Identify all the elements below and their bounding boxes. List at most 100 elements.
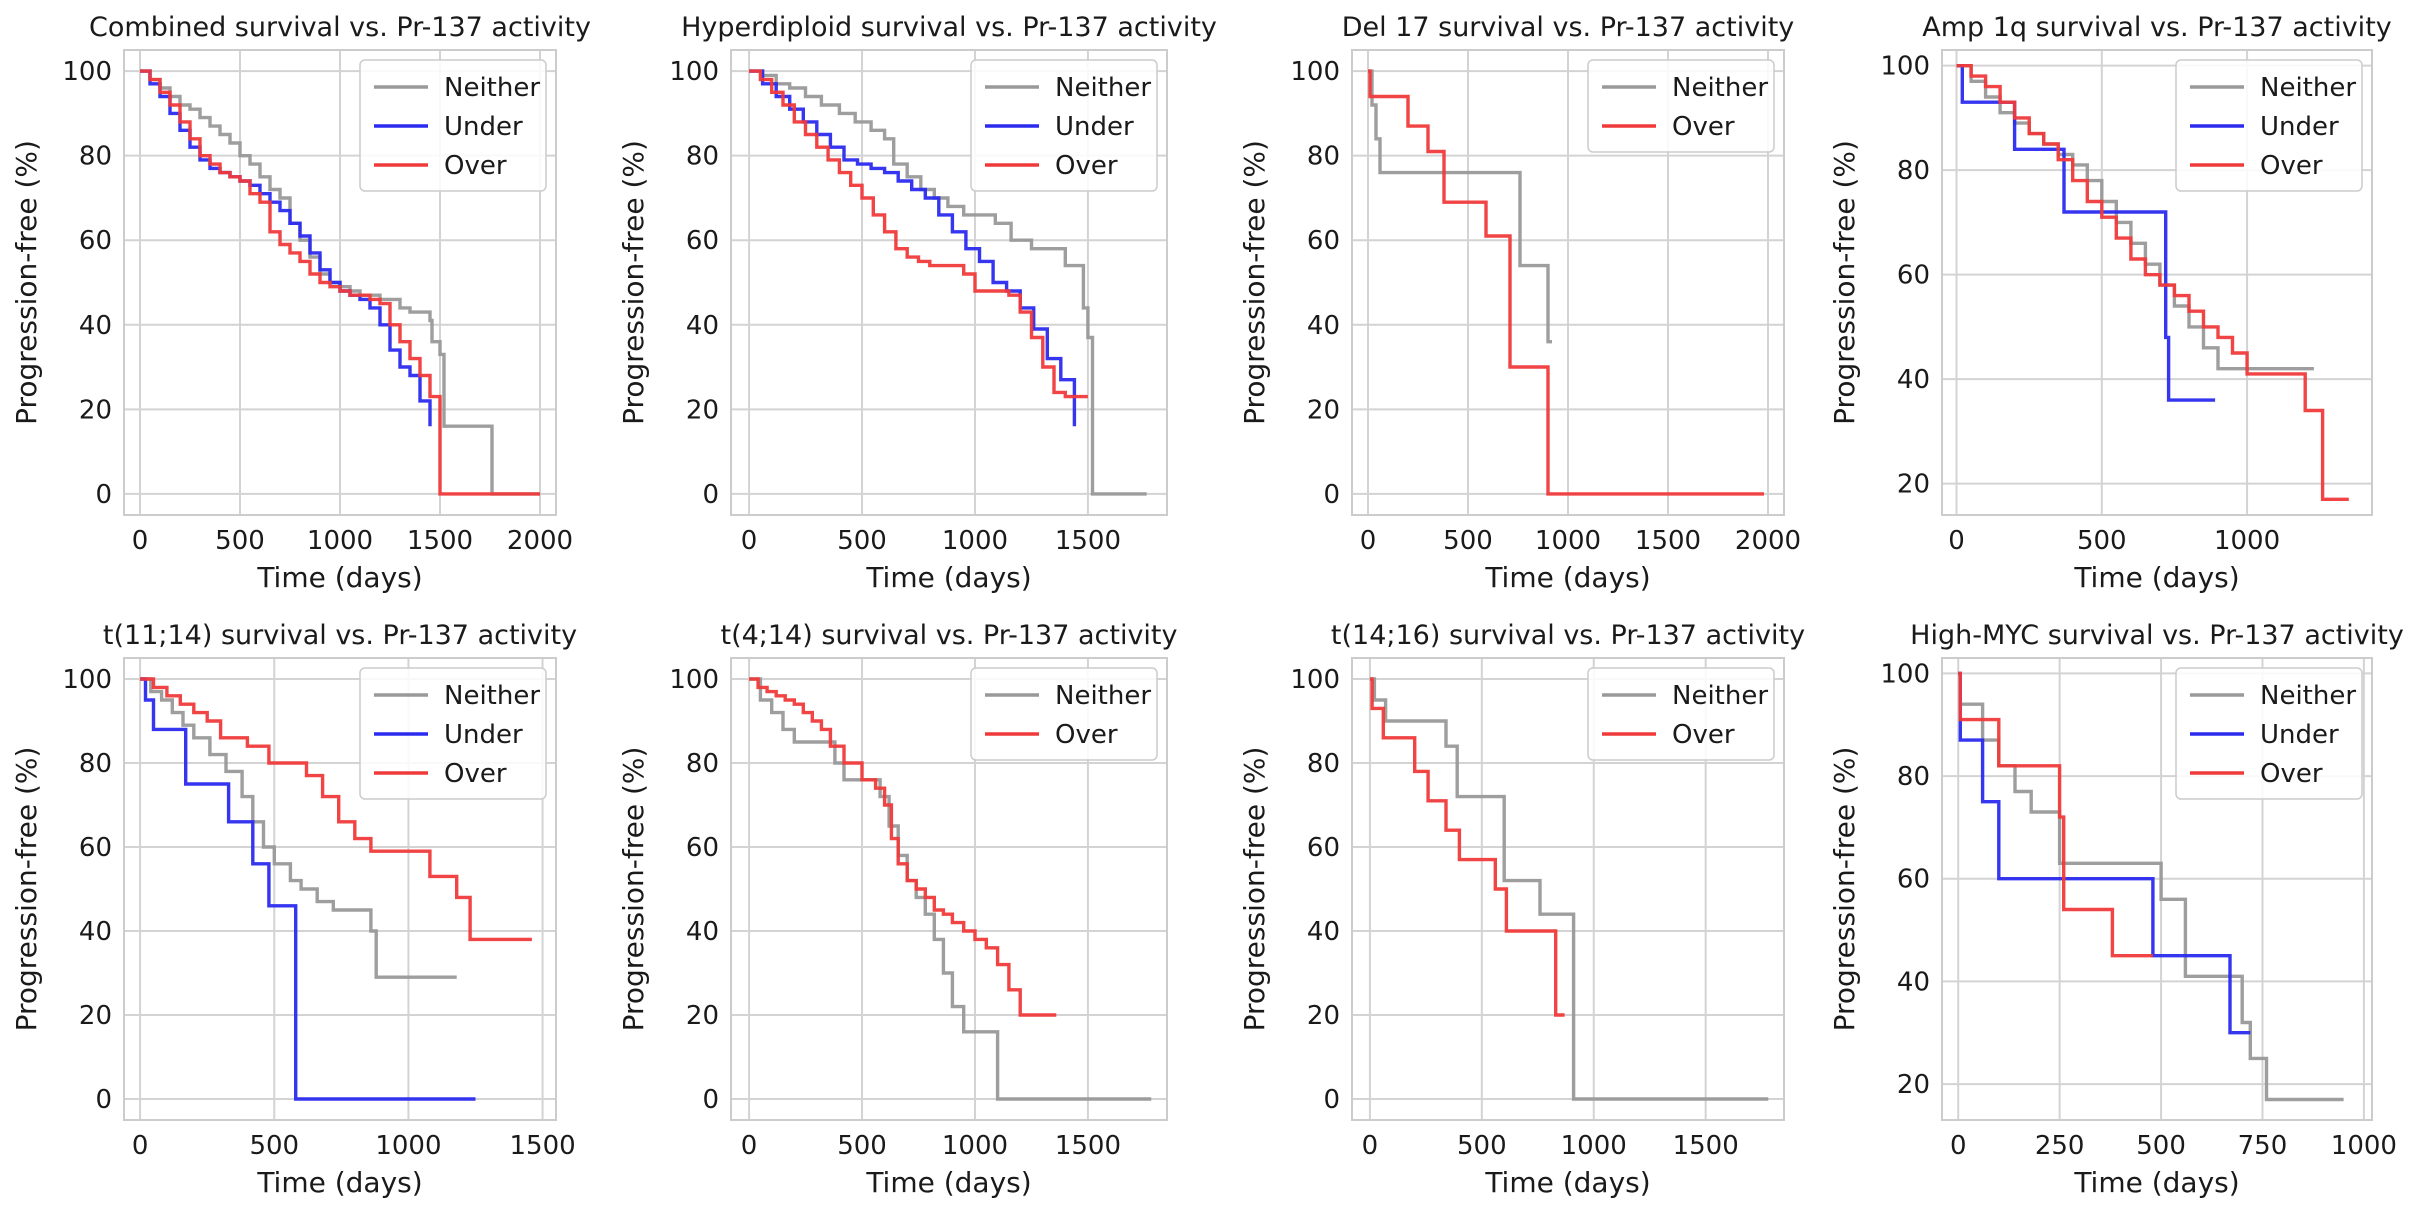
legend-box <box>970 59 1158 192</box>
y-tick-label: 80 <box>1307 142 1340 172</box>
x-tick-label: 1500 <box>1055 1131 1121 1161</box>
chart-panel-2: 0 500 1000 1500 0 20 40 60 80 100 Hyperdiploid sur… <box>617 12 1217 594</box>
y-tick-label: 80 <box>1897 762 1930 792</box>
legend-label: Under <box>2260 112 2339 142</box>
series-line-over <box>1369 677 1565 1017</box>
series-line-over <box>1958 671 2153 958</box>
x-tick-label: 500 <box>249 1131 299 1161</box>
plot-frame <box>730 49 1168 516</box>
y-tick-label: 40 <box>1307 917 1340 947</box>
chart-title: Hyperdiploid survival vs. Pr-137 activit… <box>681 12 1217 43</box>
series-line-neither <box>749 69 1147 496</box>
x-tick-label: 1500 <box>509 1131 575 1161</box>
x-tick-label: 0 <box>1950 1131 1967 1161</box>
x-axis-label: Time (days) <box>1484 561 1650 594</box>
x-tick-label: 1000 <box>2214 526 2280 556</box>
x-tick-label: 1500 <box>1673 1131 1739 1161</box>
y-axis-label: Progression-free (%) <box>1238 140 1271 425</box>
x-tick-label: 750 <box>2238 1131 2288 1161</box>
legend-label: Neither <box>2260 681 2356 711</box>
x-tick-label: 0 <box>1948 526 1965 556</box>
series-line-neither <box>1369 677 1769 1101</box>
x-tick-label: 1000 <box>2331 1131 2397 1161</box>
series-line-neither <box>140 69 540 496</box>
legend-box <box>2175 667 2363 800</box>
legend-label: Over <box>1055 720 1118 750</box>
series-line-neither <box>1368 69 1552 344</box>
chart-title: t(4;14) survival vs. Pr-137 activity <box>720 620 1177 651</box>
y-axis-label: Progression-free (%) <box>1238 747 1271 1032</box>
series-line-neither <box>749 677 1152 1101</box>
y-tick-label: 20 <box>1307 395 1340 425</box>
x-tick-label: 1000 <box>307 526 373 556</box>
x-tick-label: 0 <box>132 1131 149 1161</box>
y-tick-label: 0 <box>1323 1085 1340 1115</box>
y-tick-label: 40 <box>1897 365 1930 395</box>
x-tick-label: 0 <box>1360 526 1377 556</box>
series-line-over <box>749 677 1057 1017</box>
y-axis-label: Progression-free (%) <box>617 747 650 1032</box>
y-tick-label: 40 <box>1897 967 1930 997</box>
y-tick-label: 0 <box>702 480 719 510</box>
y-tick-label: 60 <box>1897 261 1930 291</box>
series-line-under <box>140 69 432 427</box>
chart-panel-1: 0 500 1000 1500 2000 0 20 40 60 80 100 Combined sur… <box>10 12 591 594</box>
legend-label: Neither <box>1055 73 1151 103</box>
legend: Neither Under Over <box>970 59 1158 192</box>
y-tick-label: 40 <box>79 917 112 947</box>
x-axis-label: Time (days) <box>256 1166 422 1199</box>
legend-label: Neither <box>1672 73 1768 103</box>
chart-title: Combined survival vs. Pr-137 activity <box>89 12 591 43</box>
series-line-over <box>140 677 532 942</box>
legend-box <box>359 667 547 800</box>
y-tick-label: 80 <box>1897 156 1930 186</box>
x-tick-label: 500 <box>1443 526 1493 556</box>
legend-label: Over <box>1055 151 1118 181</box>
legend-label: Neither <box>1672 681 1768 711</box>
x-tick-label: 1000 <box>375 1131 441 1161</box>
y-axis-label: Progression-free (%) <box>10 747 43 1032</box>
y-tick-label: 100 <box>669 665 719 695</box>
y-tick-label: 20 <box>1307 1001 1340 1031</box>
y-tick-label: 100 <box>1880 52 1930 82</box>
y-axis-label: Progression-free (%) <box>1828 747 1861 1032</box>
chart-panel-5: 0 500 1000 1500 0 20 40 60 80 100 t(11;14) surviva… <box>10 620 577 1199</box>
y-tick-label: 20 <box>79 395 112 425</box>
plot-frame <box>1941 657 2373 1121</box>
legend-label: Over <box>2260 759 2323 789</box>
y-tick-label: 40 <box>686 311 719 341</box>
x-tick-label: 1000 <box>942 1131 1008 1161</box>
x-tick-label: 1500 <box>1055 526 1121 556</box>
y-tick-label: 60 <box>1307 833 1340 863</box>
x-tick-label: 1000 <box>942 526 1008 556</box>
legend: Neither Under Over <box>359 667 547 800</box>
y-tick-label: 60 <box>79 833 112 863</box>
y-tick-label: 20 <box>1897 1070 1930 1100</box>
y-tick-label: 20 <box>1897 470 1930 500</box>
y-tick-label: 60 <box>1307 226 1340 256</box>
legend: Neither Over <box>970 667 1158 761</box>
series-line-over <box>749 69 1088 399</box>
x-tick-label: 0 <box>741 1131 758 1161</box>
y-axis-label: Progression-free (%) <box>10 140 43 425</box>
y-tick-label: 80 <box>686 749 719 779</box>
x-tick-label: 0 <box>741 526 758 556</box>
chart-title: t(11;14) survival vs. Pr-137 activity <box>103 620 577 651</box>
x-axis-label: Time (days) <box>1484 1166 1650 1199</box>
legend-box <box>2175 59 2363 192</box>
x-axis-label: Time (days) <box>256 561 422 594</box>
series-line-neither <box>1956 64 2314 371</box>
plot-frame <box>123 49 557 516</box>
y-tick-label: 60 <box>79 226 112 256</box>
y-tick-label: 20 <box>686 1001 719 1031</box>
y-axis-label: Progression-free (%) <box>617 140 650 425</box>
legend-box <box>359 59 547 192</box>
y-tick-label: 100 <box>1880 659 1930 689</box>
x-axis-label: Time (days) <box>865 561 1031 594</box>
plot-frame <box>730 657 1168 1121</box>
chart-title: Del 17 survival vs. Pr-137 activity <box>1342 12 1795 43</box>
y-tick-label: 60 <box>686 226 719 256</box>
x-tick-label: 500 <box>2136 1131 2186 1161</box>
legend-label: Over <box>444 759 507 789</box>
